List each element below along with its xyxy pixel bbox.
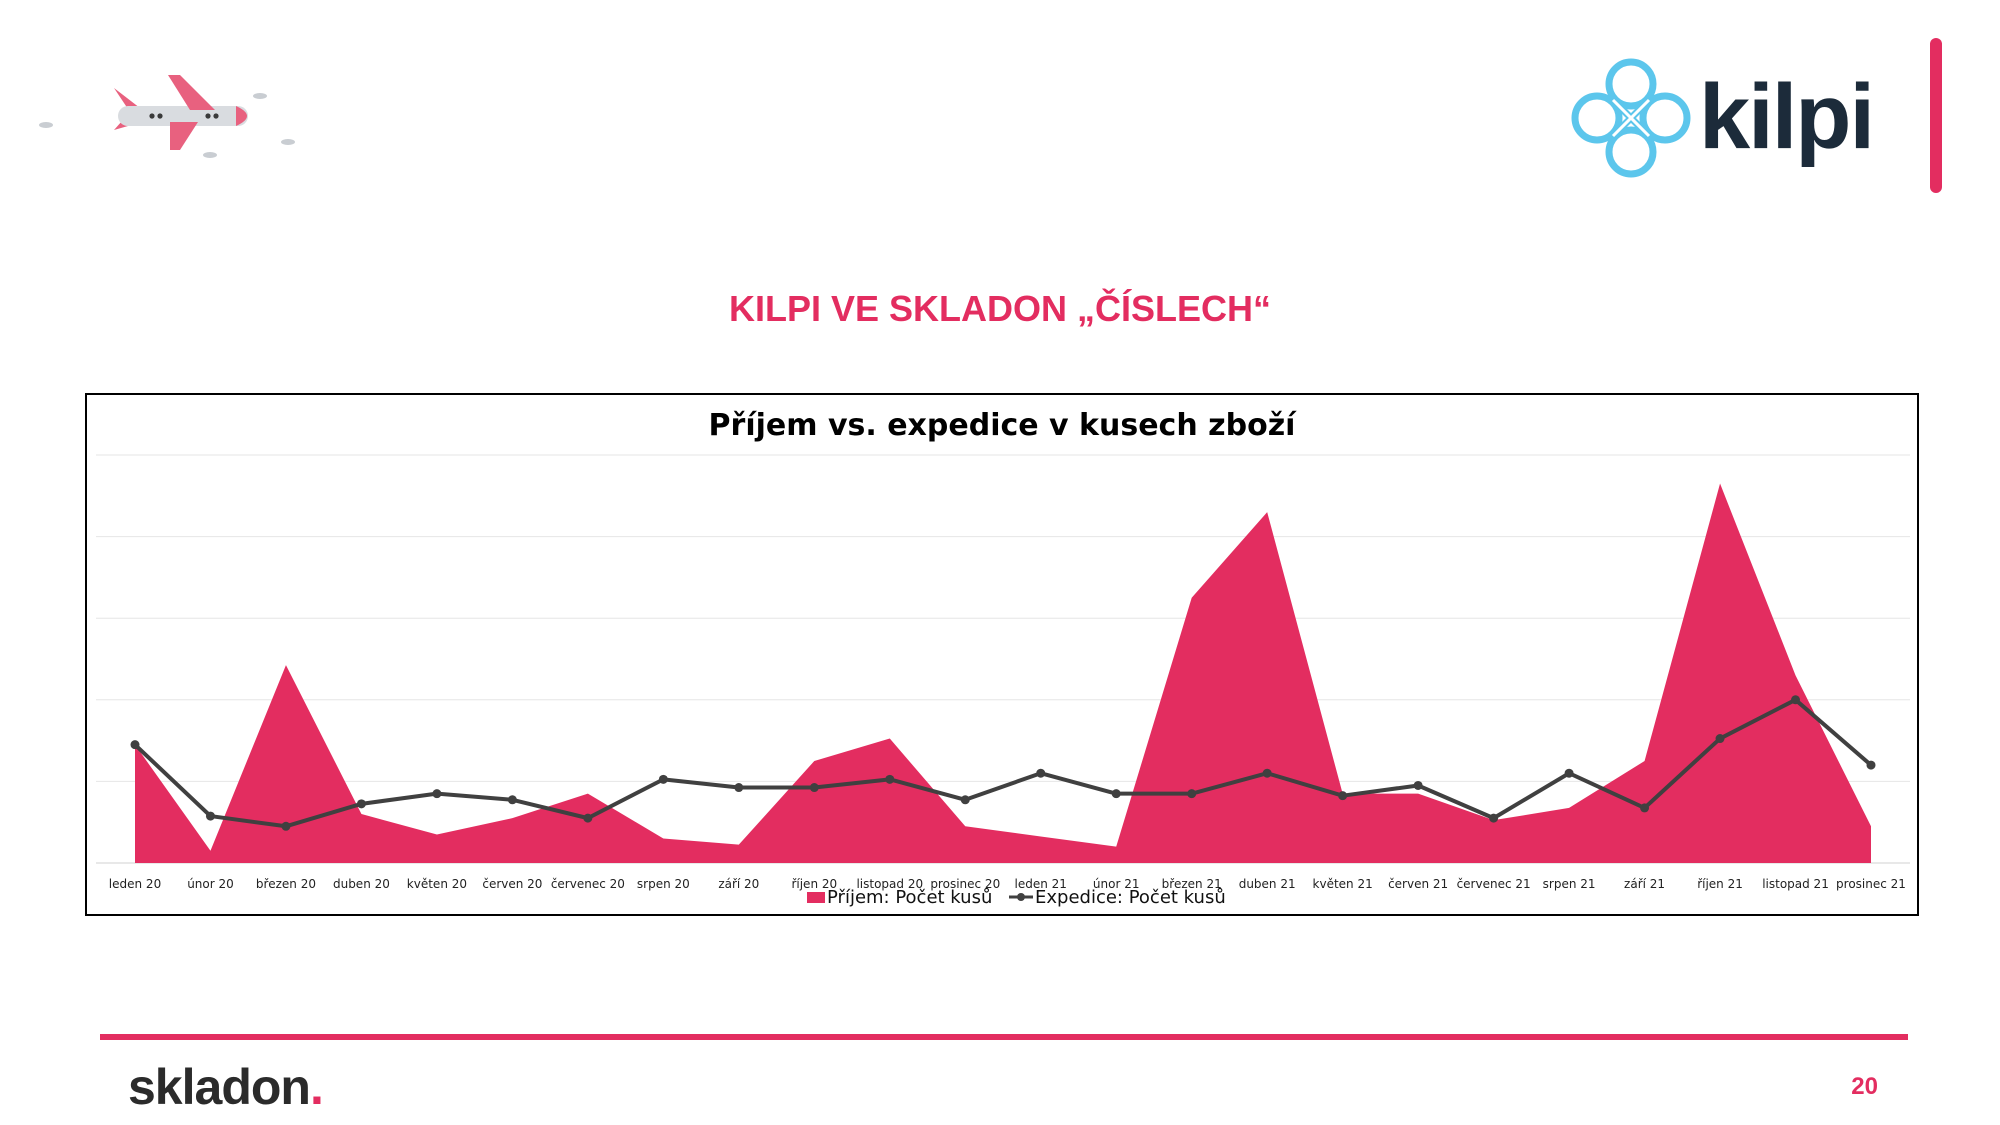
skladon-logo-dot: . xyxy=(309,1059,324,1115)
x-tick-label: prosinec 21 xyxy=(1836,877,1906,891)
series-area-prijem xyxy=(135,483,1871,863)
x-tick-label: říjen 20 xyxy=(791,877,837,891)
data-point-expedice xyxy=(885,774,895,784)
x-tick-label: únor 21 xyxy=(1093,877,1140,891)
data-point-expedice xyxy=(432,789,442,799)
x-axis-ticks: leden 20 únor 20 březen 20 duben 20 květen 2… xyxy=(109,877,1906,891)
cloud-icon xyxy=(39,93,295,158)
x-tick-label: březen 20 xyxy=(256,877,316,891)
data-point-expedice xyxy=(1564,768,1574,778)
data-point-expedice xyxy=(583,813,593,823)
data-point-expedice xyxy=(356,799,366,809)
data-point-expedice xyxy=(130,740,140,750)
data-point-expedice xyxy=(507,795,517,805)
data-point-expedice xyxy=(1640,803,1650,813)
page-number: 20 xyxy=(1851,1073,1878,1100)
data-point-expedice xyxy=(1715,734,1725,744)
airplane-nose xyxy=(236,106,247,126)
x-tick-label: květen 20 xyxy=(407,877,467,891)
data-point-expedice xyxy=(1262,768,1272,778)
x-tick-label: květen 21 xyxy=(1313,877,1373,891)
chart: Příjem vs. expedice v kusech zboží leden… xyxy=(96,408,1910,908)
chart-plot xyxy=(130,483,1876,863)
legend-label-expedice: Expedice: Počet kusů xyxy=(1035,887,1226,908)
data-point-expedice xyxy=(281,821,291,831)
data-point-expedice xyxy=(960,795,970,805)
legend-marker-expedice xyxy=(1017,893,1025,901)
x-tick-label: leden 21 xyxy=(1015,877,1067,891)
legend-label-prijem: Příjem: Počet kusů xyxy=(827,887,992,908)
slide-title: KILPI VE SKLADON „ČÍSLECH“ xyxy=(728,288,1272,329)
x-tick-label: leden 20 xyxy=(109,877,161,891)
kilpi-logo: kilpi xyxy=(1571,58,1875,178)
x-tick-label: srpen 21 xyxy=(1543,877,1596,891)
skladon-logo-text: skladon xyxy=(128,1059,311,1115)
chart-title: Příjem vs. expedice v kusech zboží xyxy=(709,408,1298,443)
data-point-expedice xyxy=(1111,789,1121,799)
x-tick-label: listopad 20 xyxy=(856,877,923,891)
airplane-wing-bottom xyxy=(170,122,198,150)
data-point-expedice xyxy=(1791,695,1801,705)
data-point-expedice xyxy=(1036,768,1046,778)
x-tick-label: duben 20 xyxy=(333,877,390,891)
x-tick-label: září 20 xyxy=(718,877,759,891)
x-tick-label: září 21 xyxy=(1624,877,1665,891)
x-tick-label: březen 21 xyxy=(1162,877,1222,891)
footer-divider xyxy=(100,1034,1908,1040)
data-point-expedice xyxy=(658,774,668,784)
kilpi-accent-bar xyxy=(1930,38,1942,193)
x-tick-label: listopad 21 xyxy=(1762,877,1829,891)
legend-swatch-prijem xyxy=(807,892,825,903)
data-point-expedice xyxy=(809,783,819,793)
airplane-windows xyxy=(149,113,219,119)
data-point-expedice xyxy=(1866,760,1876,770)
data-point-expedice xyxy=(1413,780,1423,790)
data-point-expedice xyxy=(205,811,215,821)
airplane-body xyxy=(118,106,248,126)
data-point-expedice xyxy=(1489,813,1499,823)
skladon-logo: skladon. xyxy=(128,1058,324,1116)
x-tick-label: únor 20 xyxy=(187,877,234,891)
x-tick-label: červen 20 xyxy=(482,877,542,891)
x-tick-label: prosinec 20 xyxy=(930,877,1000,891)
series-line-expedice xyxy=(133,697,1873,829)
data-point-expedice xyxy=(1338,791,1348,801)
kilpi-logo-text: kilpi xyxy=(1699,66,1873,168)
x-tick-label: červenec 21 xyxy=(1457,877,1531,891)
x-tick-label: srpen 20 xyxy=(637,877,690,891)
chart-legend: Příjem: Počet kusů Expedice: Počet kusů xyxy=(807,887,1226,908)
data-point-expedice xyxy=(1187,789,1197,799)
airplane-wing-top xyxy=(168,75,215,110)
x-tick-label: duben 21 xyxy=(1239,877,1296,891)
data-point-expedice xyxy=(734,783,744,793)
x-tick-label: červenec 20 xyxy=(551,877,625,891)
x-tick-label: červen 21 xyxy=(1388,877,1448,891)
x-tick-label: říjen 21 xyxy=(1697,877,1743,891)
airplane-illustration xyxy=(39,75,295,158)
